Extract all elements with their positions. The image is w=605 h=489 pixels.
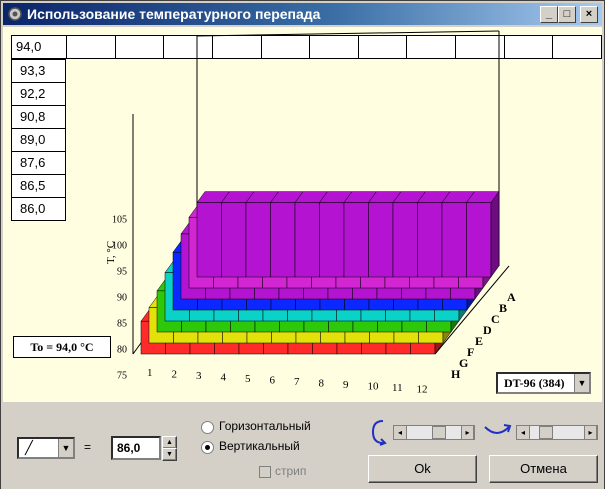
scroll-left-button[interactable]: ◂: [394, 426, 407, 439]
y-tick-label: 95: [117, 266, 127, 277]
scroll-right-button[interactable]: ▸: [584, 426, 597, 439]
bar-A-9: [392, 202, 418, 278]
z-tick-label: E: [475, 334, 483, 348]
z-tick-label: C: [491, 312, 500, 326]
spin-down-button[interactable]: ▼: [162, 448, 177, 461]
radio-horizontal-label: Горизонтальный: [219, 419, 311, 433]
close-button[interactable]: ×: [580, 6, 598, 23]
bar-A-6: [319, 202, 345, 278]
bar-A-4: [270, 202, 296, 278]
y-tick-label: 90: [117, 292, 127, 303]
y-tick-label: 80: [117, 344, 127, 355]
x-tick-label: 2: [172, 369, 178, 381]
rotate-vertical-icon: [371, 420, 387, 446]
curve-icon: ╱: [25, 440, 33, 455]
x-tick-label: 11: [392, 382, 403, 394]
top-row-value: 94,0: [11, 35, 67, 59]
rotate-horizontal-icon: [484, 424, 512, 434]
checkbox-strip[interactable]: [259, 466, 271, 478]
bar-A-7: [343, 202, 369, 278]
sensor-select-value: DT-96 (384): [504, 376, 565, 390]
left-column-cell: 86,0: [11, 197, 66, 221]
value-input-text: 86,0: [117, 441, 141, 455]
chevron-down-icon[interactable]: ▼: [574, 374, 589, 392]
x-tick-label: 12: [417, 384, 428, 396]
bar-A-12: [466, 202, 492, 278]
bar-A-1: [196, 202, 222, 278]
left-column-cell: 87,6: [11, 151, 66, 175]
bar-A-2: [221, 202, 247, 278]
y-axis-label: T, °C: [105, 241, 117, 264]
sensor-select[interactable]: DT-96 (384) ▼: [496, 372, 591, 394]
chevron-down-icon[interactable]: ▼: [58, 439, 73, 457]
z-tick-label: F: [467, 345, 474, 359]
top-row-cell: [357, 35, 408, 59]
x-tick-label: 9: [343, 379, 349, 391]
bar-A-8: [368, 202, 394, 278]
y-tick-label: 75: [117, 370, 127, 381]
z-tick-label: G: [459, 356, 468, 370]
z-tick-label: B: [499, 301, 507, 315]
radio-vertical-label: Вертикальный: [219, 439, 300, 453]
scroll-left-button[interactable]: ◂: [517, 426, 530, 439]
x-tick-label: 3: [196, 370, 202, 382]
to-label: To = 94,0 °C: [13, 336, 111, 358]
x-tick-label: 5: [245, 373, 251, 385]
curve-type-select[interactable]: ╱ ▼: [17, 437, 75, 459]
maximize-button[interactable]: □: [558, 6, 576, 23]
top-row-cell: [552, 35, 602, 59]
left-column-cell: 89,0: [11, 128, 66, 152]
value-input[interactable]: 86,0: [111, 436, 161, 460]
control-panel: ╱ ▼ = 86,0 ▲ ▼ Горизонтальный Вертикальн…: [1, 403, 604, 489]
app-icon: [8, 7, 22, 21]
z-tick-label: H: [451, 367, 461, 381]
vertical-rotation-scrollbar[interactable]: ◂ ▸: [393, 425, 475, 440]
cancel-button[interactable]: Отмена: [489, 455, 598, 483]
top-row-cell: [455, 35, 505, 59]
z-tick-label: A: [507, 290, 516, 304]
spin-up-button[interactable]: ▲: [162, 436, 177, 449]
ok-button[interactable]: Ok: [368, 455, 477, 483]
y-tick-label: 105: [112, 214, 127, 225]
y-tick-label: 85: [117, 318, 127, 329]
top-row-cell: [260, 35, 311, 59]
checkbox-strip-label: стрип: [275, 464, 307, 478]
top-row-cell: [114, 35, 165, 59]
bar-A-10: [417, 202, 443, 278]
minimize-button[interactable]: _: [540, 6, 558, 23]
left-column-cell: 92,2: [11, 82, 66, 106]
bar-A-5: [294, 202, 320, 278]
x-tick-label: 8: [319, 378, 325, 390]
z-tick-label: D: [483, 323, 492, 337]
bar-A-11: [441, 202, 467, 278]
radio-horizontal[interactable]: [201, 421, 214, 434]
y-tick-label: 100: [112, 240, 127, 251]
bar-side: [490, 190, 500, 278]
bar-A-3: [245, 202, 271, 278]
scroll-right-button[interactable]: ▸: [461, 426, 474, 439]
title-bar: Использование температурного перепада _ …: [3, 3, 602, 25]
scroll-thumb[interactable]: [539, 426, 553, 439]
top-row-cell: [406, 35, 457, 59]
window-title: Использование температурного перепада: [27, 6, 321, 22]
top-row-cell: [309, 35, 359, 59]
x-tick-label: 4: [221, 372, 227, 384]
top-row-cell: [163, 35, 213, 59]
x-tick-label: 1: [147, 367, 153, 379]
equals-sign: =: [84, 440, 92, 454]
radio-vertical[interactable]: [201, 441, 214, 454]
horizontal-rotation-scrollbar[interactable]: ◂ ▸: [516, 425, 598, 440]
x-tick-label: 10: [368, 381, 380, 393]
top-row-cell: [503, 35, 554, 59]
scroll-thumb[interactable]: [432, 426, 446, 439]
x-tick-label: 7: [294, 376, 300, 388]
chart-area: 94,0 93,3 92,2 90,8 89,0 87,6 86,5 86,0 75 80 85…: [3, 27, 602, 402]
x-tick-label: 6: [270, 375, 276, 387]
